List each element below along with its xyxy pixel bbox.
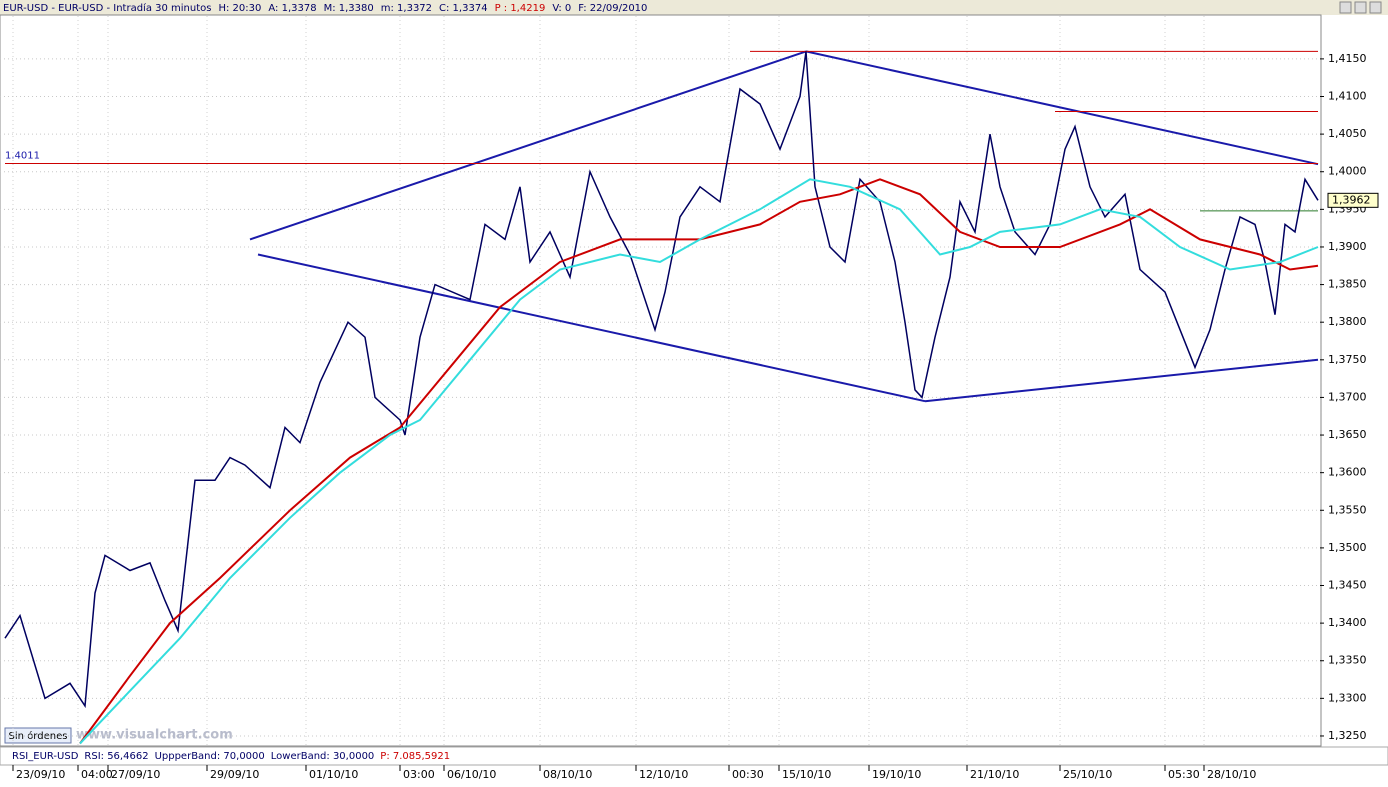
- x-tick-label: 08/10/10: [543, 768, 592, 781]
- x-tick-label: 28/10/10: [1207, 768, 1256, 781]
- moving-average: [79, 178, 1319, 745]
- header-field: A: 1,3378: [268, 3, 316, 14]
- plot-border: [0, 14, 1322, 747]
- drawn-line: [257, 253, 926, 403]
- y-tick-label: 1,3550: [1328, 503, 1367, 516]
- header-field: C: 1,3374: [439, 3, 488, 14]
- rsi-field: P: 7.085,5921: [380, 751, 450, 762]
- window-buttons[interactable]: [1339, 1, 1382, 14]
- y-tick-label: 1,3250: [1328, 729, 1367, 742]
- annotation: 1.4011: [5, 150, 40, 161]
- x-tick-label: 23/09/10: [16, 768, 65, 781]
- x-tick-label: 05:30: [1168, 768, 1200, 781]
- y-tick-label: 1,4050: [1328, 127, 1367, 140]
- x-tick-label: 19/10/10: [872, 768, 921, 781]
- x-tick-label: 06/10/10: [447, 768, 496, 781]
- y-tick-label: 1,3900: [1328, 240, 1367, 253]
- header-field: EUR-USD - EUR-USD - Intradía 30 minutos: [3, 2, 211, 14]
- y-tick-label: 1,4000: [1328, 165, 1367, 178]
- x-tick-label: 21/10/10: [970, 768, 1019, 781]
- y-tick-label: 1,3750: [1328, 353, 1367, 366]
- maximize[interactable]: [1354, 1, 1367, 14]
- moving-average: [79, 178, 1319, 745]
- y-tick-label: 1,4100: [1328, 89, 1367, 102]
- header-field: P : 1,4219: [495, 3, 546, 14]
- y-tick-label: 1,3800: [1328, 315, 1367, 328]
- x-tick-label: 12/10/10: [639, 768, 688, 781]
- rsi-field: UppperBand: 70,0000: [155, 751, 265, 762]
- x-tick-label: 04:00: [81, 768, 113, 781]
- orders-button[interactable]: [4, 727, 72, 744]
- x-tick-label: 27/09/10: [111, 768, 160, 781]
- y-tick-label: 1,3700: [1328, 390, 1367, 403]
- y-tick-label: 1,3650: [1328, 428, 1367, 441]
- y-tick-label: 1,3350: [1328, 654, 1367, 667]
- y-tick-label: 1,4150: [1328, 52, 1367, 65]
- drawn-line: [805, 50, 1319, 166]
- close[interactable]: [1369, 1, 1382, 14]
- orders-label[interactable]: Sin órdenes: [9, 730, 68, 742]
- x-tick-label: 00:30: [732, 768, 764, 781]
- header-field: F: 22/09/2010: [578, 3, 647, 14]
- drawn-line: [924, 358, 1319, 403]
- price-tag: [1327, 192, 1379, 208]
- x-tick-label: 03:00: [403, 768, 435, 781]
- x-tick-label: 15/10/10: [782, 768, 831, 781]
- y-tick-label: 1,3450: [1328, 579, 1367, 592]
- y-tick-label: 1,3300: [1328, 691, 1367, 704]
- y-tick-label: 1,3400: [1328, 616, 1367, 629]
- rsi-field: RSI_EUR-USD: [12, 751, 79, 762]
- y-tick-label: 1,3850: [1328, 278, 1367, 291]
- y-tick-label: 1,3500: [1328, 541, 1367, 554]
- x-tick-label: 29/09/10: [210, 768, 259, 781]
- rsi-field: LowerBand: 30,0000: [271, 751, 375, 762]
- y-tick-label: 1,3600: [1328, 466, 1367, 479]
- drawn-line: [249, 50, 807, 241]
- rsi-bar: [0, 746, 1388, 766]
- header-field: H: 20:30: [218, 3, 261, 14]
- header-field: M: 1,3380: [324, 3, 374, 14]
- header-field: V: 0: [552, 3, 571, 14]
- price-tag-label: 1,3962: [1332, 193, 1371, 206]
- watermark: www.visualchart.com: [76, 728, 233, 743]
- x-tick-label: 25/10/10: [1063, 768, 1112, 781]
- x-tick-label: 01/10/10: [309, 768, 358, 781]
- minimize[interactable]: [1339, 1, 1352, 14]
- rsi-field: RSI: 56,4662: [84, 751, 148, 762]
- header-field: m: 1,3372: [381, 3, 432, 14]
- header-bar: [0, 0, 1388, 15]
